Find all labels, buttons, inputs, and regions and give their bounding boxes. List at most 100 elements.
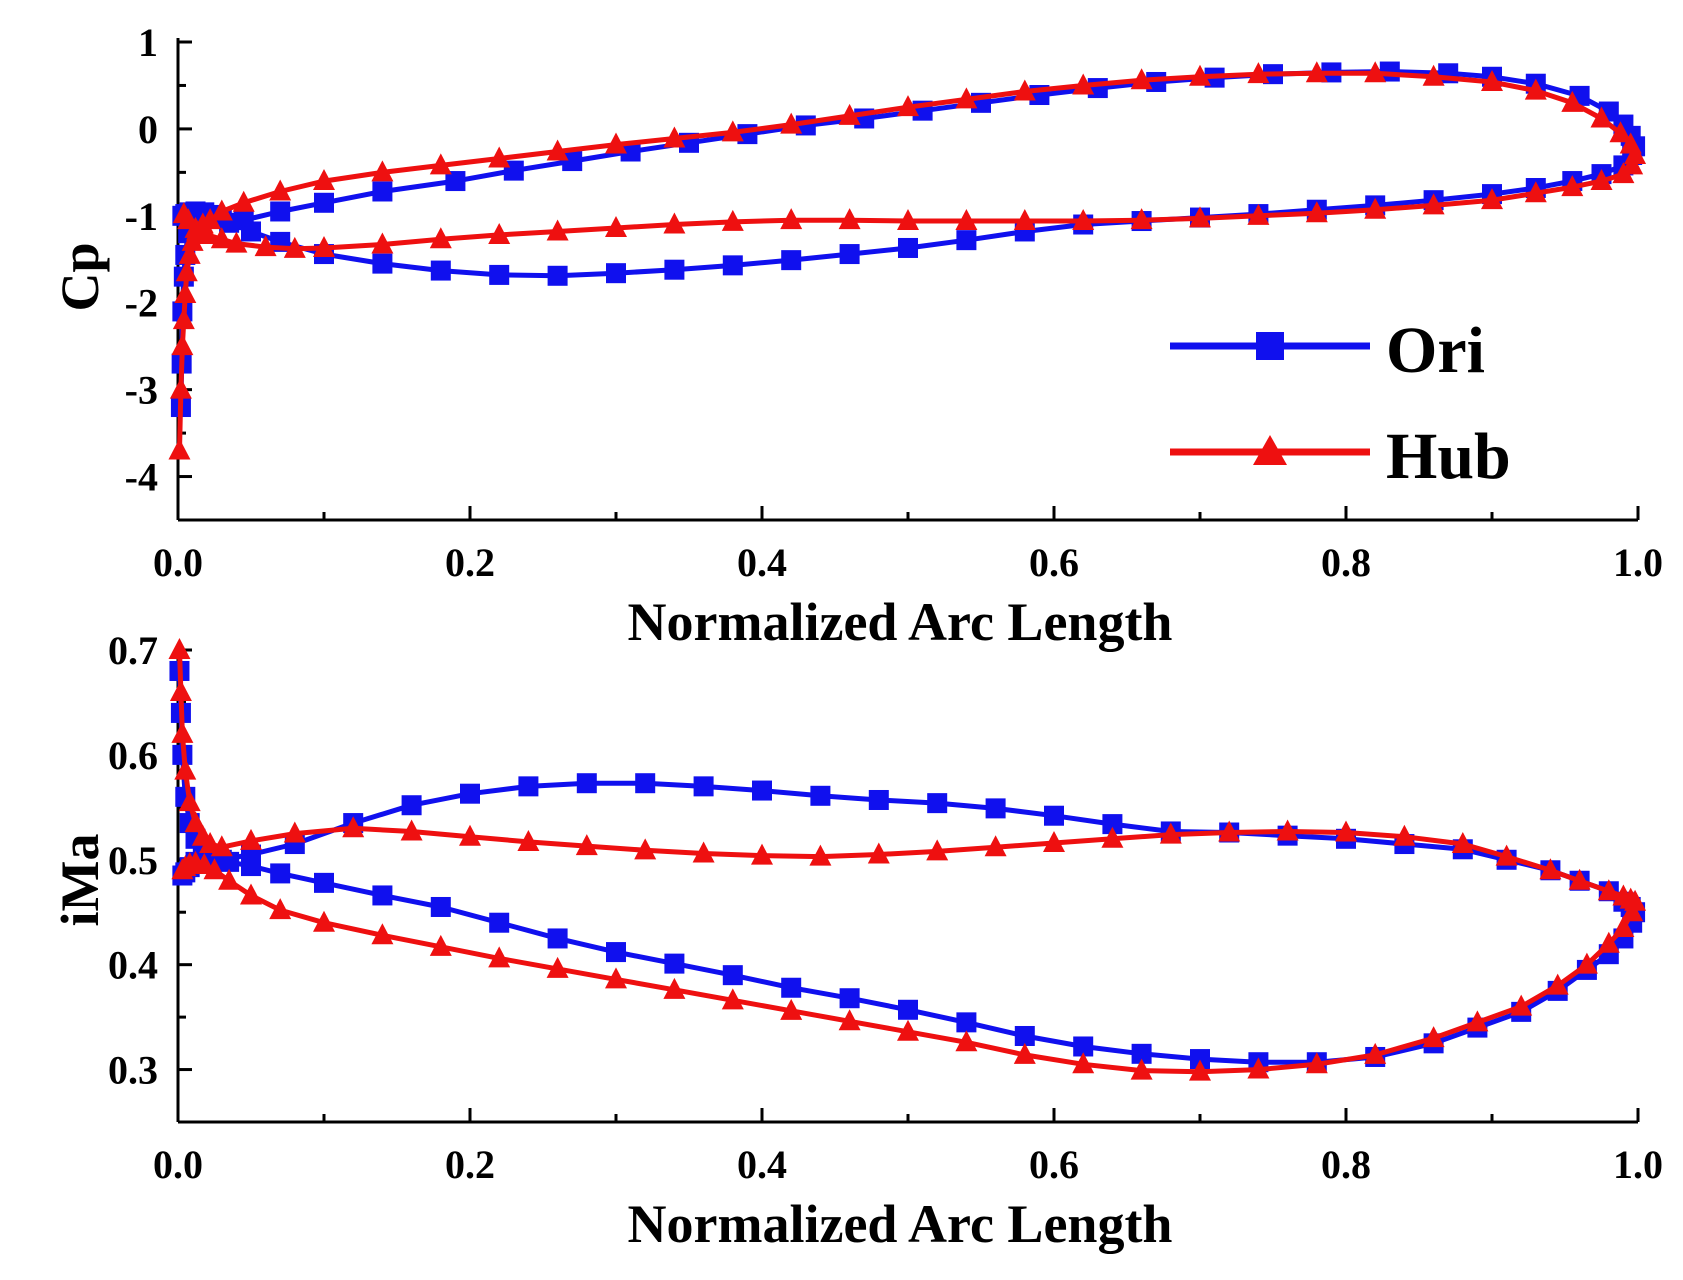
ima-ori-point [489, 912, 510, 933]
cp-ori-point [314, 192, 334, 213]
ima-hub-point [1247, 1057, 1270, 1079]
ima-hub-point [240, 883, 262, 905]
ima-hub-point [984, 835, 1007, 857]
ima-x-tick-label: 1.0 [1613, 1142, 1663, 1187]
ima-hub-point [809, 844, 832, 866]
cp-hub-point [780, 112, 803, 134]
cp-hub-point [955, 209, 978, 231]
cp-hub-point [429, 153, 452, 175]
cp-hub-point [283, 236, 306, 258]
ima-x-tick-label: 0.2 [445, 1142, 495, 1187]
cp-hub-point [1130, 68, 1153, 90]
cp-ori-point [956, 230, 977, 251]
ima-hub-point [371, 923, 394, 945]
cp-hub-point [178, 242, 201, 264]
cp-hub-point [1189, 64, 1211, 86]
ima-ori-point [430, 896, 451, 917]
cp-ori-point [781, 250, 802, 271]
ima-hub-point [218, 868, 241, 890]
ima-hub-point [1451, 832, 1474, 854]
cp-ori-point [445, 171, 466, 192]
cp-hub-point [1422, 193, 1445, 215]
ima-x-tick-label: 0.4 [737, 1142, 787, 1187]
cp-series-group [168, 61, 1647, 460]
cp-y-tick-label: 0 [138, 107, 158, 152]
ima-hub-point [1393, 824, 1416, 846]
ima-ori-point [1073, 1036, 1094, 1057]
cp-hub-point [371, 232, 394, 254]
legend-hub-marker [1253, 435, 1287, 465]
cp-x-tick-label: 0.8 [1321, 540, 1371, 585]
cp-hub-point [1612, 162, 1635, 184]
cp-axes: 0.0 0.2 0.4 0.6 0.8 1.0 1 0 -1 -2 -3 -4 [125, 20, 1663, 585]
cp-hub-point [605, 132, 627, 154]
ima-ori-point [1190, 1049, 1210, 1070]
cp-hub-point [172, 308, 195, 330]
ima-hub-point [1101, 826, 1124, 848]
ima-hub-point [1575, 952, 1598, 974]
ima-ori-point [576, 773, 597, 794]
ima-ori-point [635, 773, 656, 794]
ima-hub-point [1597, 879, 1620, 901]
ima-hub-point [1612, 915, 1635, 937]
ima-ori-point [927, 793, 948, 814]
ima-x-tick-label: 0.6 [1029, 1142, 1079, 1187]
ima-ori-point [314, 872, 334, 893]
cp-hub-point [838, 208, 861, 230]
cp-ori-point [839, 244, 860, 265]
cp-ori-point [372, 181, 393, 202]
legend-ori-marker [1256, 332, 1284, 360]
cp-hub-point [1364, 197, 1387, 219]
cp-hub-point [199, 208, 222, 230]
ima-ori-point [868, 789, 889, 810]
cp-hub-point [371, 160, 394, 182]
cp-hub-point [254, 235, 277, 257]
ima-hub-point [1130, 1058, 1153, 1080]
ima-ori-point [270, 863, 291, 884]
cp-hub-point [488, 146, 511, 168]
ima-axes: 0.0 0.2 0.4 0.6 0.8 1.0 0.7 0.6 0.5 0.4 0.3 [108, 628, 1663, 1187]
legend-hub-label: Hub [1386, 420, 1511, 493]
cp-x-tick-label: 0.6 [1029, 540, 1079, 585]
ima-hub-point [1466, 1010, 1489, 1032]
ima-hub-point [400, 819, 423, 841]
cp-hub-point [1481, 69, 1503, 91]
cp-y-tick-label: -3 [125, 368, 158, 413]
ima-series-group [168, 638, 1647, 1081]
ima-ori-point [606, 942, 626, 963]
ima-ori-point [781, 977, 802, 998]
ima-hub-point [1495, 844, 1518, 866]
cp-y-axis-title: Cp [50, 242, 110, 311]
cp-hub-point [1013, 209, 1036, 231]
cp-x-tick-label: 0.2 [445, 540, 495, 585]
cp-hub-point [897, 209, 919, 231]
cp-hub-point [169, 377, 192, 399]
ima-hub-point [169, 679, 192, 701]
cp-hub-point [1561, 175, 1584, 197]
cp-hub-point [838, 103, 861, 125]
ima-ori-point [752, 780, 772, 801]
cp-hub-point [168, 438, 191, 460]
ima-y-tick-label: 0.6 [108, 733, 158, 778]
ima-hub-point [1335, 820, 1357, 842]
cp-hub-point [196, 222, 219, 244]
cp-ori-point [489, 264, 510, 285]
cp-y-tick-label: -4 [125, 455, 158, 500]
ima-ori-point [518, 776, 539, 797]
cp-hub-point [313, 235, 335, 257]
cp-hub-point [1590, 169, 1613, 191]
cp-hub-point [1305, 201, 1328, 223]
ima-x-tick-label: 0.0 [153, 1142, 203, 1187]
cp-ori-point [606, 263, 626, 284]
ima-hub-point [171, 721, 194, 743]
cp-ori-point [547, 265, 568, 286]
cp-y-tick-label: -1 [125, 194, 158, 239]
ima-hub-point [313, 910, 335, 932]
ima-hub-point [1218, 820, 1241, 842]
cp-x-tick-label: 0.4 [737, 540, 787, 585]
cp-hub-point [1247, 203, 1270, 225]
ima-x-tick-label: 0.8 [1321, 1142, 1371, 1187]
ima-ori-point [898, 999, 918, 1020]
ima-y-tick-label: 0.4 [108, 943, 158, 988]
